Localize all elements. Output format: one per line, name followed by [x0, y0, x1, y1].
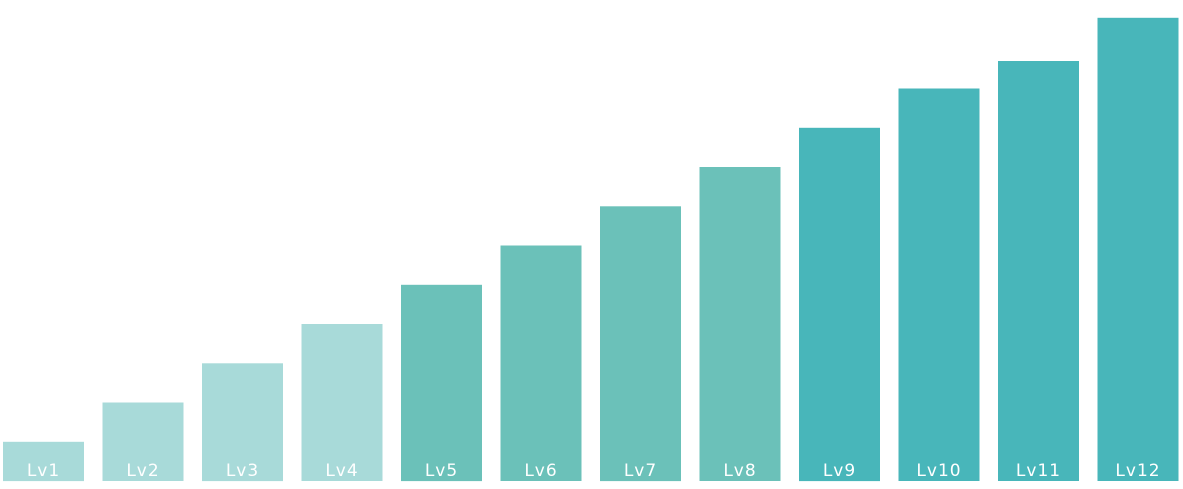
bar-lv10: [898, 88, 980, 481]
bar-labels-group: Lv1 Lv2 Lv3 Lv4 Lv5 Lv6 Lv7 Lv8 Lv9 Lv10 Lv11 Lv12: [27, 461, 1160, 481]
bar-label-lv12: Lv12: [1115, 461, 1160, 481]
bar-lv6: [500, 245, 582, 481]
bar-lv8: [699, 167, 781, 481]
bar-lv12: [1097, 17, 1179, 482]
bar-label-lv3: Lv3: [226, 461, 259, 481]
bar-lv4: [301, 324, 383, 481]
bar-label-lv9: Lv9: [823, 461, 856, 481]
bar-label-lv5: Lv5: [425, 461, 458, 481]
bar-label-lv10: Lv10: [916, 461, 961, 481]
bar-lv7: [600, 206, 681, 482]
bar-label-lv4: Lv4: [325, 461, 358, 481]
bar-lv3: [202, 363, 283, 482]
bar-label-lv7: Lv7: [624, 461, 657, 481]
bar-lv11: [998, 61, 1079, 481]
bar-lv9: [799, 127, 880, 482]
bar-lv1: [3, 441, 84, 482]
bar-label-lv8: Lv8: [723, 461, 756, 481]
bar-label-lv11: Lv11: [1016, 461, 1061, 481]
bar-lv2: [102, 402, 184, 481]
bars-group: [3, 17, 1179, 482]
bar-label-lv6: Lv6: [524, 461, 557, 481]
bar-lv5: [401, 284, 482, 482]
bar-label-lv1: Lv1: [27, 461, 60, 481]
bar-label-lv2: Lv2: [126, 461, 159, 481]
